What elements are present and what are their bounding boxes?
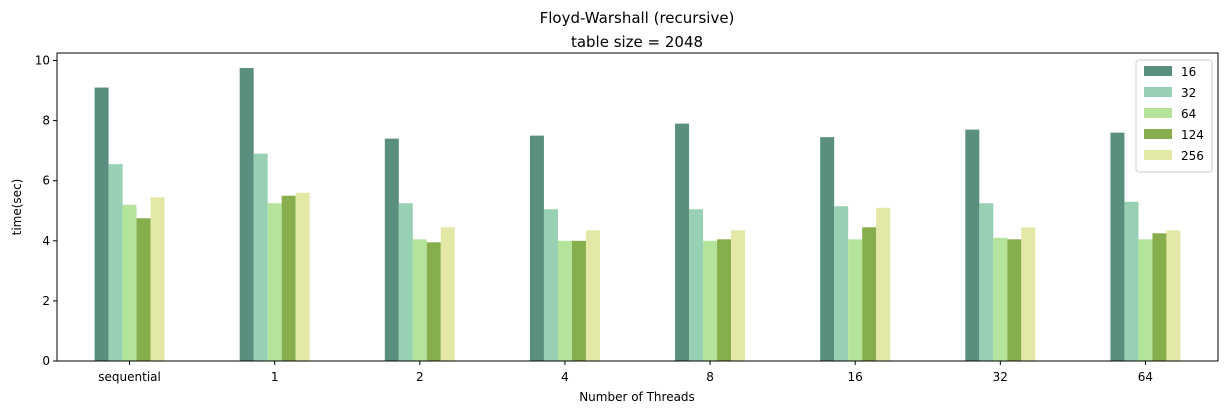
bar-series-256-32	[1021, 227, 1036, 361]
legend-swatch-16	[1144, 66, 1172, 76]
legend-swatch-64	[1144, 108, 1172, 118]
bar-series-32-sequential	[108, 164, 123, 361]
bar-series-124-2	[426, 242, 441, 361]
bar-series-32-4	[543, 209, 558, 361]
chart-subtitle: table size = 2048	[571, 33, 703, 51]
y-tick-label: 0	[42, 354, 50, 368]
bar-series-256-4	[585, 230, 600, 361]
bar-series-124-32	[1007, 239, 1022, 361]
bar-series-16-1	[239, 68, 254, 362]
bar-series-124-sequential	[136, 218, 151, 361]
bar-series-124-1	[281, 195, 296, 361]
bar-series-16-4	[529, 135, 544, 361]
bars-group	[94, 68, 1181, 362]
bar-series-64-16	[848, 239, 863, 361]
bar-series-64-64	[1138, 239, 1153, 361]
bar-series-124-8	[717, 239, 732, 361]
x-ticks: sequential 1 2 4 8 16 32 64	[98, 361, 1153, 384]
x-tick-label: 4	[561, 370, 569, 384]
legend-swatch-256	[1144, 150, 1172, 160]
x-axis-label: Number of Threads	[579, 390, 695, 404]
bar-series-32-1	[253, 153, 268, 361]
bar-series-64-8	[703, 240, 718, 361]
bar-series-64-1	[267, 203, 282, 361]
bar-series-64-4	[557, 240, 572, 361]
legend: 16 32 64 124 256	[1135, 59, 1213, 173]
legend-label: 124	[1181, 128, 1204, 142]
bar-series-16-16	[820, 137, 835, 361]
y-tick-label: 10	[35, 54, 50, 68]
bar-series-64-2	[412, 239, 427, 361]
legend-label: 64	[1181, 107, 1196, 121]
x-tick-label: 32	[993, 370, 1008, 384]
legend-swatch-124	[1144, 129, 1172, 139]
x-tick-label: 8	[706, 370, 714, 384]
x-tick-label: 16	[848, 370, 863, 384]
bar-series-32-64	[1124, 201, 1139, 361]
bar-series-124-16	[862, 227, 877, 361]
plot-frame	[56, 52, 1219, 362]
bar-series-256-8	[731, 230, 746, 361]
bar-series-16-8	[675, 123, 690, 362]
bar-series-32-32	[979, 203, 994, 361]
y-tick-label: 2	[42, 294, 50, 308]
bar-series-64-sequential	[122, 204, 137, 361]
bar-series-16-sequential	[94, 87, 109, 362]
bar-series-256-64	[1166, 230, 1181, 361]
bar-series-124-64	[1152, 233, 1167, 361]
legend-label: 32	[1181, 86, 1196, 100]
x-tick-label: sequential	[98, 370, 161, 384]
y-ticks: 0 2 4 6 8 10	[35, 54, 57, 368]
bar-series-16-32	[965, 129, 980, 361]
y-axis-label: time(sec)	[10, 179, 24, 236]
bar-series-16-2	[384, 138, 399, 361]
bar-series-256-sequential	[150, 197, 165, 361]
bar-series-64-32	[993, 237, 1008, 361]
legend-label: 256	[1181, 149, 1204, 163]
chart-title: Floyd-Warshall (recursive)	[540, 9, 735, 27]
x-tick-label: 2	[416, 370, 424, 384]
legend-label: 16	[1181, 65, 1196, 79]
y-tick-label: 4	[42, 234, 50, 248]
bar-series-32-8	[689, 209, 704, 361]
x-tick-label: 64	[1138, 370, 1153, 384]
bar-series-32-16	[834, 206, 849, 361]
x-tick-label: 1	[271, 370, 279, 384]
bar-series-16-64	[1110, 132, 1125, 361]
bar-series-32-2	[398, 203, 413, 361]
bar-series-124-4	[571, 240, 586, 361]
bar-series-256-2	[440, 227, 455, 361]
bar-series-256-1	[295, 192, 310, 361]
y-tick-label: 8	[42, 114, 50, 128]
y-tick-label: 6	[42, 174, 50, 188]
bar-series-256-16	[876, 207, 891, 361]
legend-swatch-32	[1144, 87, 1172, 97]
